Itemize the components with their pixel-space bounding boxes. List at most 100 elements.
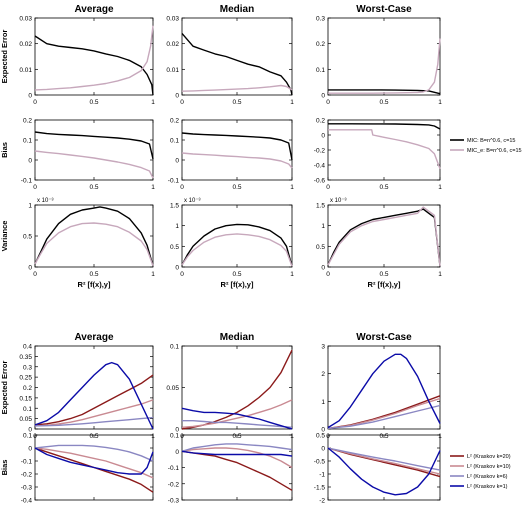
series-line: [181, 233, 293, 267]
y-axis-label: Variance: [0, 221, 9, 252]
y-tick-label: -0.1: [168, 178, 180, 185]
chart-title: Worst-Case: [356, 332, 412, 343]
legend-label: MIC: B=n^0.6, c=15: [467, 138, 515, 144]
series-line: [34, 150, 154, 179]
axis-scale-label: x 10⁻³: [330, 198, 347, 204]
series-line: [34, 131, 154, 160]
chart-title: Average: [74, 332, 114, 343]
y-tick-label: 0.1: [316, 67, 325, 74]
y-tick-label: 0: [321, 427, 325, 434]
legend-label: L² (Kraskov k=20): [467, 454, 511, 460]
y-tick-label: -1.5: [314, 485, 326, 492]
y-tick-label: 0: [321, 93, 325, 100]
x-tick-label: 1: [151, 271, 155, 278]
axis-scale-label: x 10⁻³: [184, 198, 201, 204]
y-tick-label: -0.2: [168, 481, 180, 488]
y-tick-label: 0.1: [23, 138, 32, 145]
y-tick-label: -2: [319, 498, 325, 504]
y-tick-label: 0: [28, 158, 32, 165]
y-tick-label: 0.02: [19, 41, 32, 48]
x-tick-label: 0: [180, 99, 184, 106]
x-tick-label: 0.5: [232, 184, 241, 191]
y-axis-label: Expected Error: [0, 361, 9, 415]
series-line: [181, 450, 293, 491]
x-tick-label: 0: [180, 271, 184, 278]
x-tick-label: 0.5: [89, 184, 98, 191]
x-tick-label: 1: [151, 99, 155, 106]
x-tick-label: 1: [290, 99, 294, 106]
plot-area: [34, 17, 154, 96]
legend-label: L² (Kraskov k=6): [467, 474, 508, 480]
chart-panel: -0.100.10.20 0.5 1: [168, 118, 294, 192]
y-tick-label: 0: [28, 427, 32, 434]
y-tick-label: 0: [175, 93, 179, 100]
y-tick-label: 0.1: [23, 433, 32, 440]
y-tick-label: 0.03: [19, 16, 32, 23]
plot-area: [181, 17, 293, 96]
chart-panel: 0 0.01 0.02 0.03 0 0.5 1 Average Expected Error: [0, 4, 155, 106]
y-tick-label: 0: [28, 446, 32, 453]
y-tick-label: 1.5: [170, 203, 179, 210]
x-tick-label: 1: [438, 99, 442, 106]
x-tick-label: 0.5: [232, 271, 241, 278]
chart-panel: 00.050.10.150.20.250.30.350.400.51Averag…: [0, 332, 155, 440]
y-tick-label: 0: [28, 265, 32, 272]
x-axis-label: R² [f(x),y]: [221, 280, 254, 289]
series-line: [181, 443, 293, 452]
y-tick-label: -0.4: [21, 498, 33, 504]
plot-area: [181, 119, 293, 181]
plot-area: [327, 119, 441, 181]
x-tick-label: 0.5: [89, 271, 98, 278]
y-tick-label: 1: [175, 223, 179, 230]
series-line: [327, 206, 441, 267]
series-line: [328, 129, 441, 170]
y-tick-label: 0.25: [19, 375, 32, 382]
x-tick-label: 0.5: [379, 184, 388, 191]
chart-panel: -0.6 -0.4 -0.2 0 0.2 0 0.5 1: [314, 118, 442, 192]
plot-area: [327, 17, 441, 96]
series-line: [34, 374, 154, 426]
chart-panel: 0 0.5 1 0 0.5 1 Variance R² [f(x),y] x 10⁻³: [0, 198, 155, 289]
y-tick-label: 0.4: [23, 344, 32, 351]
chart-title: Median: [220, 332, 254, 343]
series-line: [181, 152, 293, 169]
y-tick-label: 0.3: [23, 364, 32, 371]
series-line: [181, 399, 293, 428]
y-tick-label: 1: [321, 223, 325, 230]
y-axis-label: Expected Error: [0, 30, 9, 84]
x-tick-label: 0: [326, 184, 330, 191]
chart-title: Worst-Case: [356, 4, 412, 15]
series-line: [34, 25, 154, 91]
y-axis-label: Bias: [0, 460, 9, 476]
y-axis-label: Bias: [0, 142, 9, 158]
y-tick-label: -0.1: [21, 178, 33, 185]
series-line: [34, 447, 154, 479]
y-tick-label: 0: [321, 133, 325, 140]
y-tick-label: -0.3: [168, 498, 180, 504]
y-tick-label: 0.1: [170, 344, 179, 351]
y-tick-label: -0.2: [314, 148, 326, 155]
legend-label: MIC_e: B=n^0.6, c=15: [467, 148, 522, 154]
plot-area: [181, 204, 293, 268]
series-line: [327, 208, 441, 267]
x-tick-label: 0.5: [89, 99, 98, 106]
series-line: [181, 349, 293, 430]
x-tick-label: 1: [438, 184, 442, 191]
y-tick-label: 0.02: [166, 41, 179, 48]
chart-panel: 0 0.5 1 1.5 0 0.5 1 R² [f(x),y] x 10⁻³: [316, 198, 442, 289]
series-line: [34, 222, 154, 267]
y-tick-label: 0: [175, 158, 179, 165]
y-tick-label: 1: [28, 203, 32, 210]
x-axis-label: R² [f(x),y]: [78, 280, 111, 289]
y-tick-label: -0.1: [21, 459, 33, 466]
series-line: [181, 407, 293, 430]
plot-area: [181, 345, 293, 430]
x-tick-label: 1: [438, 271, 442, 278]
series-line: [181, 32, 293, 96]
series-line: [34, 35, 154, 96]
y-tick-label: -0.2: [21, 472, 33, 479]
series-line: [181, 447, 293, 469]
